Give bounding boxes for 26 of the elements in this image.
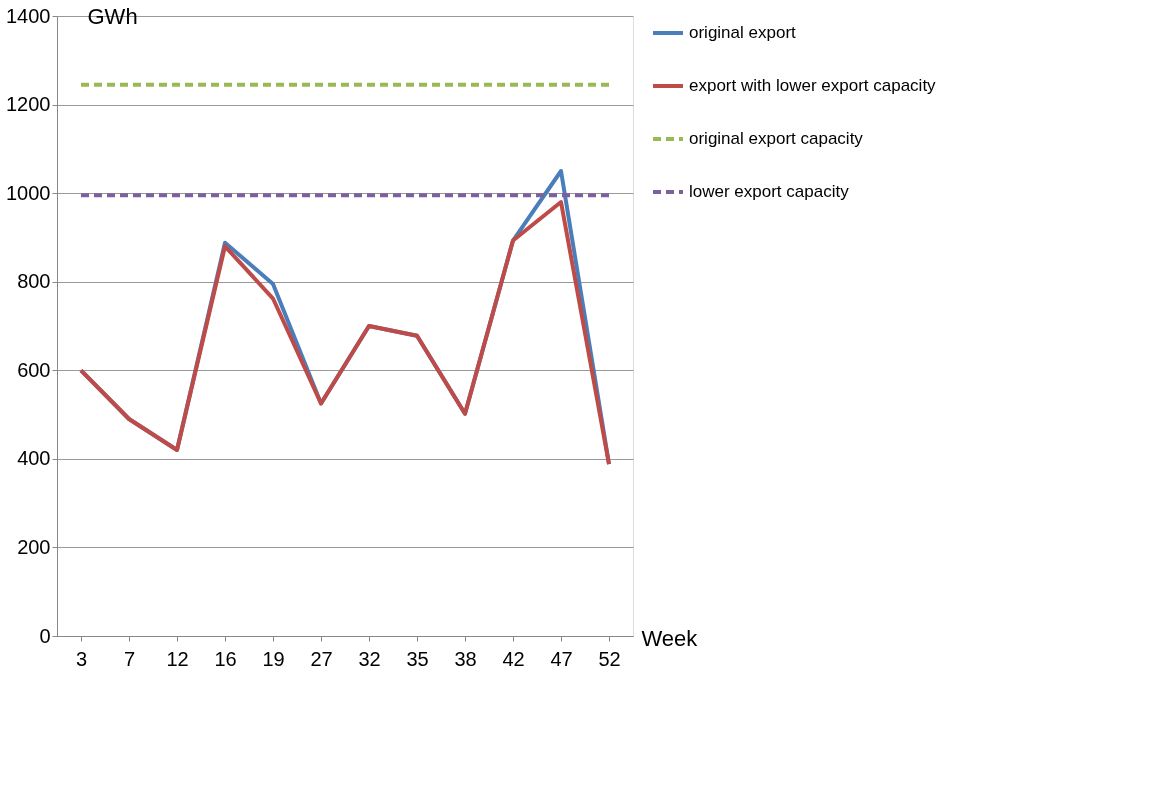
y-tick-label: 1200 (6, 93, 51, 116)
legend-label: lower export capacity (689, 182, 850, 201)
x-axis-title: Week (641, 625, 699, 651)
y-tick-label: 200 (17, 535, 51, 558)
x-tick-label: 32 (358, 647, 381, 670)
x-tick-label: 47 (550, 647, 573, 670)
x-tick-label: 7 (123, 647, 136, 670)
y-tick-label: 400 (17, 447, 51, 470)
x-tick-label: 35 (406, 647, 429, 670)
x-tick-label: 27 (310, 647, 333, 670)
y-tick-label: 800 (17, 270, 51, 293)
x-tick-label: 19 (262, 647, 285, 670)
x-tick-label: 12 (166, 647, 189, 670)
y-axis-title: GWh (87, 3, 138, 29)
legend-label: original export capacity (689, 129, 864, 148)
x-tick-label: 16 (214, 647, 237, 670)
x-tick-label: 3 (75, 647, 88, 670)
y-tick-label: 0 (39, 624, 51, 647)
y-tick-label: 600 (17, 358, 51, 381)
x-tick-label: 52 (598, 647, 621, 670)
y-tick-label: 1000 (6, 181, 51, 204)
legend-label: export with lower export capacity (689, 76, 937, 95)
x-tick-label: 42 (502, 647, 525, 670)
legend-label: original export (689, 23, 797, 42)
x-tick-label: 38 (454, 647, 477, 670)
y-tick-label: 1400 (6, 4, 51, 27)
